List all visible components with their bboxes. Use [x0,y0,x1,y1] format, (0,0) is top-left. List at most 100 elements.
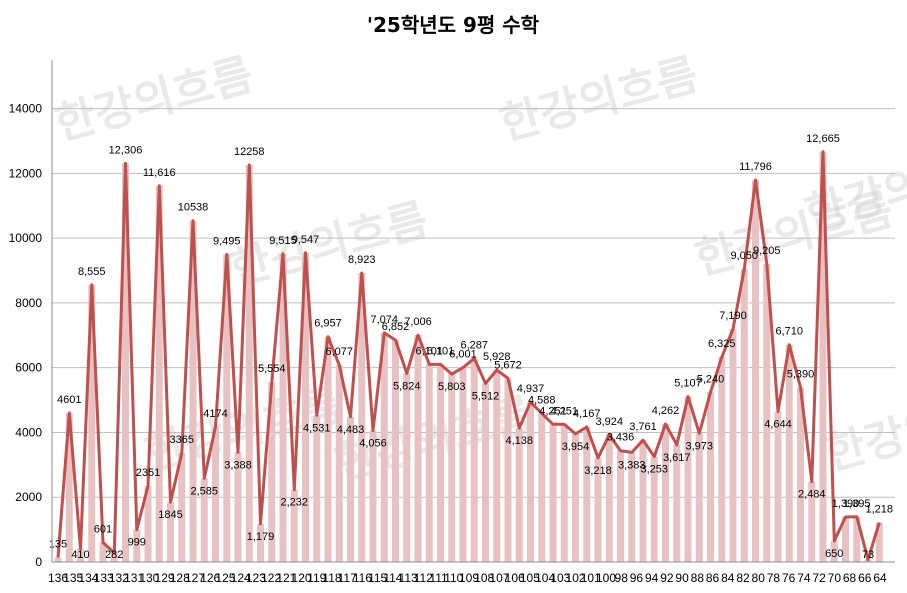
data-label: 5,390 [787,368,815,380]
x-tick-label: 103 [550,571,570,585]
bar-70 [797,387,804,562]
bar-89 [583,427,591,562]
bar-series [54,151,883,563]
data-label: 5,928 [483,351,511,363]
bar-75 [740,268,748,562]
bar-80 [684,396,692,562]
bar-85 [628,452,636,562]
bar-97 [493,370,501,562]
bar-103 [425,364,433,562]
data-label: 135 [49,539,67,551]
x-tick-label: 122 [261,571,281,585]
x-tick-label: 129 [155,571,175,585]
data-label: 2351 [136,467,160,479]
y-tick-label: 8000 [15,296,42,310]
data-labels: 135 4601 410 8,555 601 282 12,306 999 2351 11,616… [49,133,893,561]
data-label: 73 [862,549,874,561]
series-line [56,150,881,562]
x-tick-label: 109 [459,571,479,585]
data-label: 6,001 [449,349,477,361]
data-label: 3,973 [685,440,713,452]
bar-113 [313,415,321,562]
data-label: 4,251 [550,405,578,417]
x-tick-label: 106 [505,571,525,585]
x-tick-label: 130 [139,571,159,585]
x-tick-label: 119 [307,571,326,585]
x-tick-label: 74 [797,571,811,585]
bar-114 [302,252,309,562]
bar-109 [358,273,366,562]
bar-102 [437,364,444,562]
bar-91 [560,424,568,562]
x-tick-label: 64 [873,571,887,585]
bar-131 [110,552,118,562]
data-label: 6,852 [382,321,410,333]
bar-77 [718,357,726,562]
x-tick-label: 88 [691,571,705,585]
x-tick-label: 92 [660,571,674,585]
y-tick-label: 10000 [9,231,43,245]
y-tick-label: 4000 [15,425,42,439]
data-label: 4,483 [337,424,365,436]
x-tick-label: 113 [399,571,418,585]
bar-130 [122,163,129,562]
bar-63 [875,522,883,562]
y-tick-label: 6000 [15,361,42,375]
bar-118 [257,523,264,562]
data-label: 12258 [234,146,265,158]
x-tick-label: 134 [78,571,98,585]
data-label: 4,531 [303,422,331,434]
data-label: 11,616 [143,167,176,179]
bar-94 [527,402,534,562]
data-label: 9,515 [269,235,297,247]
bar-132 [99,542,107,562]
x-tick-label: 136 [48,571,68,585]
bar-121 [223,254,231,563]
bar-96 [504,378,512,562]
data-label: 6,710 [775,326,803,338]
data-label: 2,232 [280,497,308,509]
bar-78 [707,392,714,562]
data-label: 5,554 [258,363,286,375]
data-label: 11,796 [739,161,772,173]
x-tick-label: 132 [109,571,129,585]
data-label: 1,395 [843,498,871,510]
x-tick-label: 126 [200,571,220,585]
bar-69 [808,481,816,562]
bar-119 [245,164,253,562]
data-label: 3,383 [618,459,646,471]
bar-111 [335,365,343,562]
x-tick-label: 111 [429,571,448,585]
line-series [56,150,881,562]
x-tick-label: 133 [94,571,114,585]
data-label: 7,006 [404,316,432,328]
bar-123 [200,478,208,562]
x-tick-label: 116 [353,571,372,585]
bar-95 [515,427,523,562]
bar-73 [763,263,771,562]
x-tick-label: 112 [414,571,433,585]
data-label: 4,138 [505,435,533,447]
data-label: 4,262 [652,405,680,417]
bar-68 [819,151,827,562]
bar-134 [77,548,84,562]
bar-120 [234,452,242,562]
data-label: 1,390 [832,498,860,510]
x-tick-label: 124 [231,571,251,585]
data-label: 4,644 [764,419,792,431]
bar-116 [279,253,287,562]
x-tick-label: 82 [736,571,750,585]
data-label: 9,495 [213,235,241,247]
data-label: 601 [94,524,112,536]
bar-133 [88,284,96,562]
bar-106 [392,340,399,562]
data-label: 5,824 [393,380,421,392]
data-label: 4,056 [359,438,387,450]
data-label: 5,803 [438,381,466,393]
bar-105 [403,373,411,562]
data-label: 7,074 [370,314,398,326]
x-tick-label: 110 [444,571,463,585]
bar-88 [594,457,602,562]
bar-72 [774,411,782,562]
